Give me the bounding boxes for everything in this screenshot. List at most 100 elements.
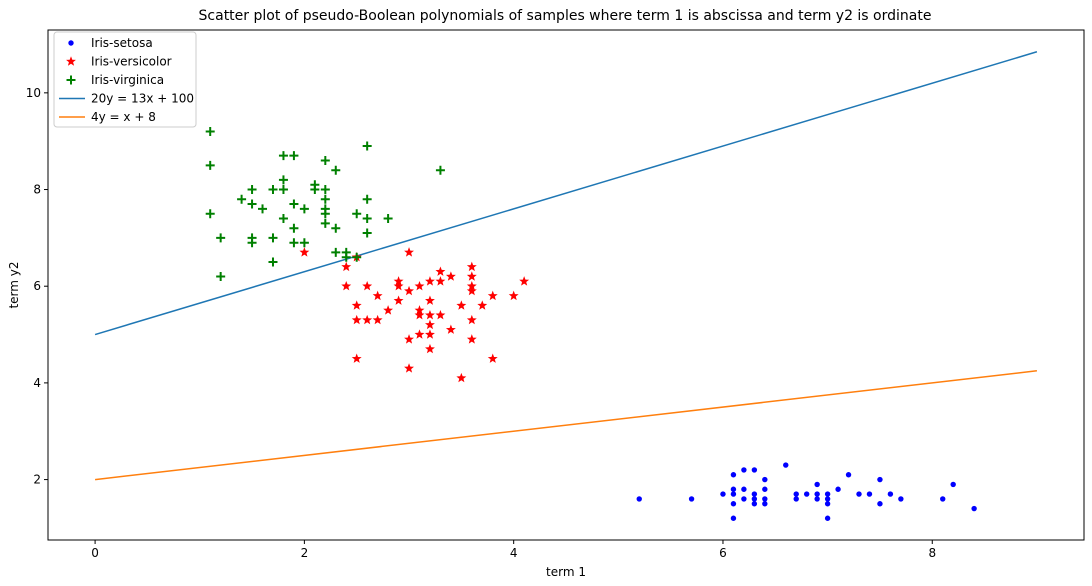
line-series-1 xyxy=(94,51,1038,336)
data-point xyxy=(289,238,299,248)
data-point xyxy=(425,295,435,305)
data-point xyxy=(636,496,642,502)
data-point xyxy=(456,372,467,383)
data-point xyxy=(730,501,737,507)
series-iris-versicolor xyxy=(299,247,530,383)
data-point xyxy=(940,496,946,502)
data-point xyxy=(299,204,309,214)
legend-marker-swatch xyxy=(68,40,74,46)
data-point xyxy=(425,319,435,330)
data-point xyxy=(331,223,341,233)
data-point xyxy=(299,238,309,248)
legend-label: Iris-versicolor xyxy=(91,55,172,69)
data-point xyxy=(971,505,977,512)
data-point xyxy=(362,281,373,291)
plot-frame xyxy=(47,29,1085,541)
data-point xyxy=(331,165,341,175)
data-point xyxy=(751,491,758,497)
data-point xyxy=(466,314,477,325)
data-point xyxy=(466,261,477,272)
data-point xyxy=(887,491,894,497)
data-point xyxy=(751,496,758,502)
data-point xyxy=(205,209,215,219)
data-point xyxy=(824,515,831,521)
data-point xyxy=(331,247,341,257)
data-point xyxy=(425,276,435,286)
data-point xyxy=(268,185,278,195)
data-point xyxy=(741,496,747,502)
legend-entry: 4y = x + 8 xyxy=(59,110,156,124)
data-point xyxy=(762,496,768,502)
data-point xyxy=(741,467,747,473)
data-point xyxy=(341,281,352,291)
data-point xyxy=(278,214,288,224)
y-axis-label: term y2 xyxy=(7,261,21,308)
data-point xyxy=(393,276,404,286)
data-point xyxy=(866,491,873,497)
data-point xyxy=(803,491,810,497)
data-point xyxy=(814,491,820,497)
data-point xyxy=(268,257,278,267)
data-point xyxy=(783,462,789,468)
data-point xyxy=(466,271,477,281)
y-tick-label: 6 xyxy=(33,279,41,293)
data-point xyxy=(404,363,414,373)
data-point xyxy=(877,501,883,507)
data-point xyxy=(445,324,456,334)
data-point xyxy=(835,486,841,492)
legend: Iris-setosa Iris-versicolor Iris-virginica… xyxy=(53,31,197,128)
data-point xyxy=(404,285,414,296)
data-point xyxy=(824,501,831,507)
legend-entry: Iris-virginica xyxy=(66,73,164,87)
data-point xyxy=(216,272,226,282)
data-point xyxy=(414,310,425,320)
legend-entry: Iris-setosa xyxy=(68,36,153,50)
legend-entry: Iris-versicolor xyxy=(66,55,172,69)
data-point xyxy=(435,266,446,276)
data-point xyxy=(466,285,477,296)
data-point xyxy=(289,223,299,233)
x-tick-label: 6 xyxy=(719,546,727,560)
data-point xyxy=(278,151,288,161)
data-point xyxy=(352,252,362,262)
data-point xyxy=(205,160,215,170)
data-point xyxy=(278,185,288,195)
data-point xyxy=(237,194,247,204)
data-point xyxy=(362,228,372,238)
data-point xyxy=(320,209,330,219)
data-point xyxy=(351,314,362,325)
x-axis: 0 2 4 6 8 xyxy=(91,540,936,560)
data-point xyxy=(445,271,456,281)
data-point xyxy=(404,247,414,257)
data-point xyxy=(351,300,362,310)
data-point xyxy=(268,233,278,243)
y-axis: 2 4 6 8 10 xyxy=(26,86,48,487)
data-point xyxy=(205,127,215,137)
data-point xyxy=(508,290,519,301)
x-tick-label: 4 xyxy=(510,546,518,560)
data-point xyxy=(383,305,394,315)
data-point xyxy=(519,276,530,286)
data-point xyxy=(425,343,435,354)
data-point xyxy=(362,141,372,151)
data-point xyxy=(487,353,498,363)
data-point xyxy=(762,486,768,492)
series-iris-setosa xyxy=(636,462,977,521)
data-point xyxy=(372,290,383,301)
data-point xyxy=(720,491,726,497)
data-point xyxy=(362,314,373,325)
legend-label: 4y = x + 8 xyxy=(91,110,156,124)
data-point xyxy=(814,496,820,502)
data-point xyxy=(845,472,852,478)
data-point xyxy=(730,491,737,497)
data-point xyxy=(425,329,435,339)
data-point xyxy=(320,185,330,195)
data-point xyxy=(247,199,257,209)
data-point xyxy=(216,233,226,243)
data-point xyxy=(898,496,904,502)
data-point xyxy=(320,156,330,166)
data-point xyxy=(247,238,257,248)
data-point xyxy=(466,281,477,291)
data-point xyxy=(487,290,498,301)
